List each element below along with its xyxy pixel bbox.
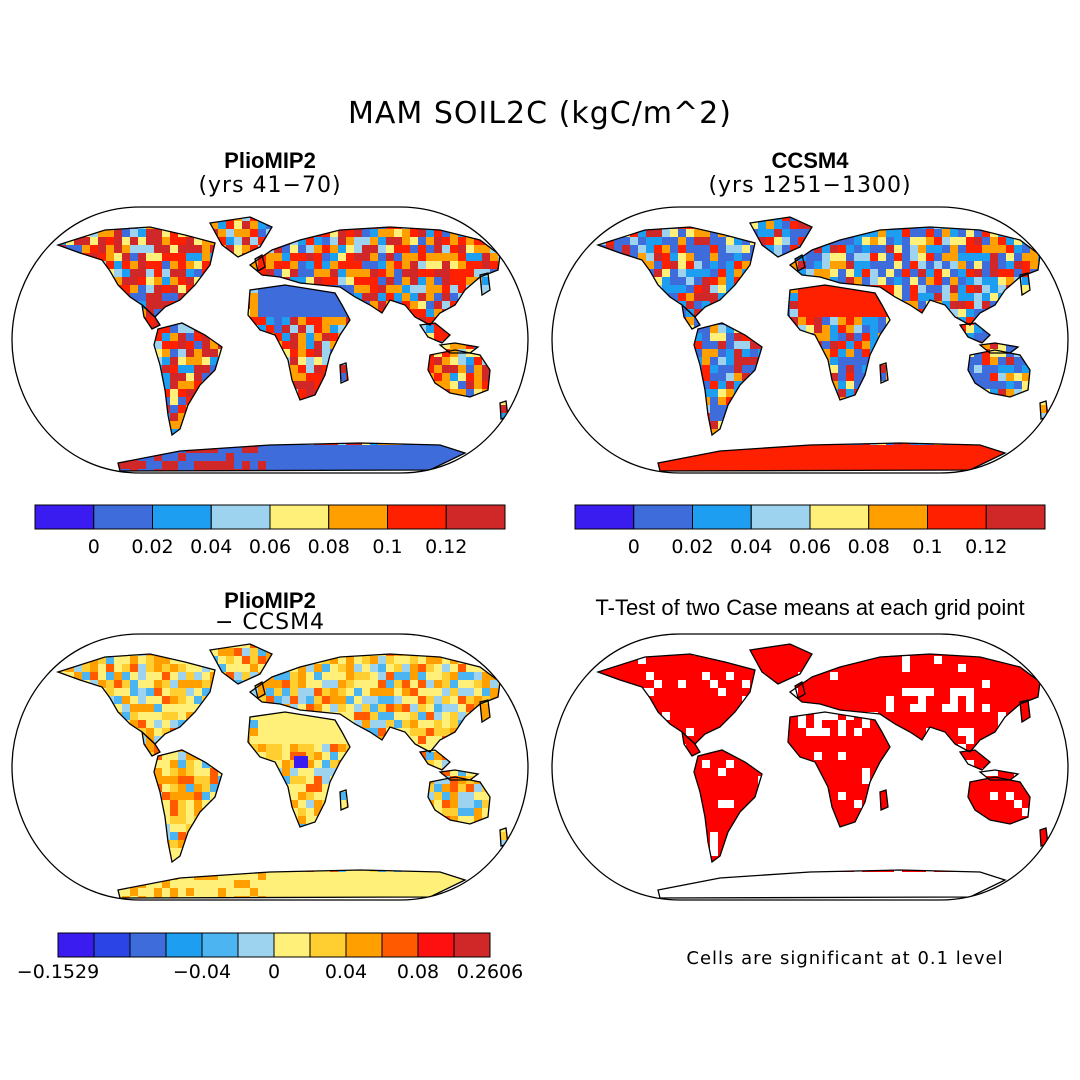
colorbar-swatch bbox=[445, 504, 506, 530]
colorbar-tick-label: 0.08 bbox=[847, 536, 890, 558]
significance-note: Cells are significant at 0.1 level bbox=[686, 948, 1004, 969]
colorbar-swatch bbox=[927, 504, 987, 530]
panel-title-ccsm4: CCSM4 bbox=[771, 148, 849, 173]
map-pliomip2 bbox=[11, 206, 529, 474]
colorbar-swatch bbox=[210, 504, 271, 530]
colorbar-swatch bbox=[93, 932, 131, 958]
panel-title-ttest: T-Test of two Case means at each grid po… bbox=[595, 595, 1025, 620]
colorbar-tick-label: 0.1 bbox=[372, 536, 403, 558]
colorbar-swatch bbox=[152, 504, 212, 530]
figure-title: MAM SOIL2C (kgC/m^2) bbox=[348, 96, 732, 131]
colorbar-swatch bbox=[809, 504, 870, 530]
colorbar-swatch bbox=[273, 932, 311, 958]
map-ccsm4 bbox=[551, 206, 1069, 474]
colorbar-swatch bbox=[165, 932, 203, 958]
colorbar-swatch bbox=[129, 932, 167, 958]
colorbar-tick-label: 0.04 bbox=[730, 536, 773, 558]
colorbar-swatch bbox=[237, 932, 275, 958]
colorbar-swatch bbox=[750, 504, 811, 530]
colorbar-difference bbox=[57, 932, 491, 958]
colorbar-tick-label: −0.04 bbox=[172, 961, 232, 983]
colorbar-swatch bbox=[93, 504, 153, 530]
colorbar-swatch bbox=[201, 932, 239, 958]
colorbar-tick-label: −0.1529 bbox=[16, 961, 100, 983]
colorbar-tick-label: 0.1 bbox=[912, 536, 943, 558]
colorbar-tick-label: 0.08 bbox=[307, 536, 350, 558]
panel-subtitle-pliomip2: (yrs 41−70) bbox=[198, 173, 342, 198]
colorbar-swatch bbox=[633, 504, 693, 530]
colorbar-ticks-difference: −0.1529 −0.04 0 0.04 0.08 0.2606 bbox=[17, 961, 523, 985]
colorbar-swatch bbox=[381, 932, 419, 958]
colorbar-swatch bbox=[309, 932, 347, 958]
colorbar-swatch bbox=[453, 932, 491, 958]
colorbar-tick-label: 0.08 bbox=[396, 961, 440, 983]
map-difference bbox=[11, 633, 529, 901]
colorbar-tick-label: 0.06 bbox=[788, 536, 832, 558]
panel-title-diff: PlioMIP2 bbox=[224, 588, 316, 613]
panel-subtitle-diff: − CCSM4 bbox=[214, 610, 326, 635]
colorbar-tick-label: 0.04 bbox=[190, 536, 233, 558]
colorbar-swatch bbox=[868, 504, 928, 530]
colorbar-tick-label: 0 bbox=[267, 961, 281, 983]
colorbar-tick-label: 0.2606 bbox=[456, 961, 524, 983]
colorbar-swatch bbox=[417, 932, 455, 958]
map-ttest bbox=[551, 633, 1069, 901]
colorbar-swatch bbox=[34, 504, 95, 530]
colorbar-swatch bbox=[328, 504, 388, 530]
colorbar-ccsm4 bbox=[574, 504, 1046, 530]
colorbar-tick-label: 0.04 bbox=[324, 961, 368, 983]
colorbar-tick-label: 0.02 bbox=[671, 536, 714, 558]
colorbar-swatch bbox=[985, 504, 1046, 530]
colorbar-swatch bbox=[269, 504, 330, 530]
panel-subtitle-ccsm4: (yrs 1251−1300) bbox=[708, 173, 912, 198]
colorbar-pliomip2 bbox=[34, 504, 506, 530]
colorbar-tick-label: 0.12 bbox=[965, 536, 1008, 558]
colorbar-swatch bbox=[345, 932, 383, 958]
colorbar-ticks-pliomip2: 0 0.02 0.04 0.06 0.08 0.1 0.12 bbox=[35, 536, 505, 560]
colorbar-swatch bbox=[57, 932, 95, 958]
colorbar-tick-label: 0.12 bbox=[425, 536, 468, 558]
colorbar-swatch bbox=[387, 504, 447, 530]
colorbar-tick-label: 0.02 bbox=[131, 536, 174, 558]
colorbar-tick-label: 0 bbox=[627, 536, 640, 558]
panel-title-pliomip2: PlioMIP2 bbox=[224, 148, 316, 173]
colorbar-tick-label: 0.06 bbox=[248, 536, 292, 558]
colorbar-swatch bbox=[574, 504, 635, 530]
colorbar-ticks-ccsm4: 0 0.02 0.04 0.06 0.08 0.1 0.12 bbox=[575, 536, 1045, 560]
colorbar-tick-label: 0 bbox=[87, 536, 100, 558]
colorbar-swatch bbox=[692, 504, 752, 530]
